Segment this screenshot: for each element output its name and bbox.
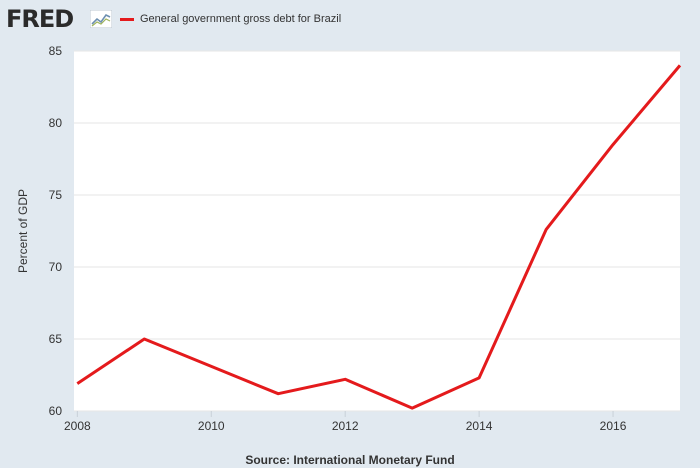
legend: General government gross debt for Brazil <box>120 11 341 27</box>
fred-line-graph-icon <box>90 10 112 28</box>
x-tick-label: 2014 <box>466 419 493 433</box>
source-note: Source: International Monetary Fund <box>245 453 454 467</box>
line-chart: 60 65 70 75 80 85 2008 2010 2012 2014 2016 Percen… <box>16 44 682 467</box>
x-axis-ticks: 2008 2010 2012 2014 2016 <box>64 411 627 433</box>
y-tick-label: 80 <box>49 116 63 130</box>
y-tick-label: 75 <box>49 188 63 202</box>
y-tick-label: 60 <box>49 404 63 418</box>
y-axis-ticks: 60 65 70 75 80 85 <box>49 44 63 418</box>
x-tick-label: 2012 <box>332 419 359 433</box>
x-tick-label: 2016 <box>600 419 627 433</box>
legend-swatch <box>120 17 134 21</box>
y-tick-label: 70 <box>49 260 63 274</box>
legend-label: General government gross debt for Brazil <box>140 13 342 25</box>
x-tick-label: 2010 <box>198 419 225 433</box>
y-tick-label: 85 <box>49 44 63 58</box>
fred-logo[interactable]: FRED <box>6 5 74 33</box>
grid-lines <box>74 50 680 412</box>
y-axis-label: Percent of GDP <box>16 189 30 273</box>
x-tick-label: 2008 <box>64 419 91 433</box>
series-line-brazil-debt <box>76 64 682 410</box>
chart-header: FRED General government gross debt for B… <box>0 0 700 40</box>
y-tick-label: 65 <box>49 332 63 346</box>
plot-area <box>74 51 680 411</box>
